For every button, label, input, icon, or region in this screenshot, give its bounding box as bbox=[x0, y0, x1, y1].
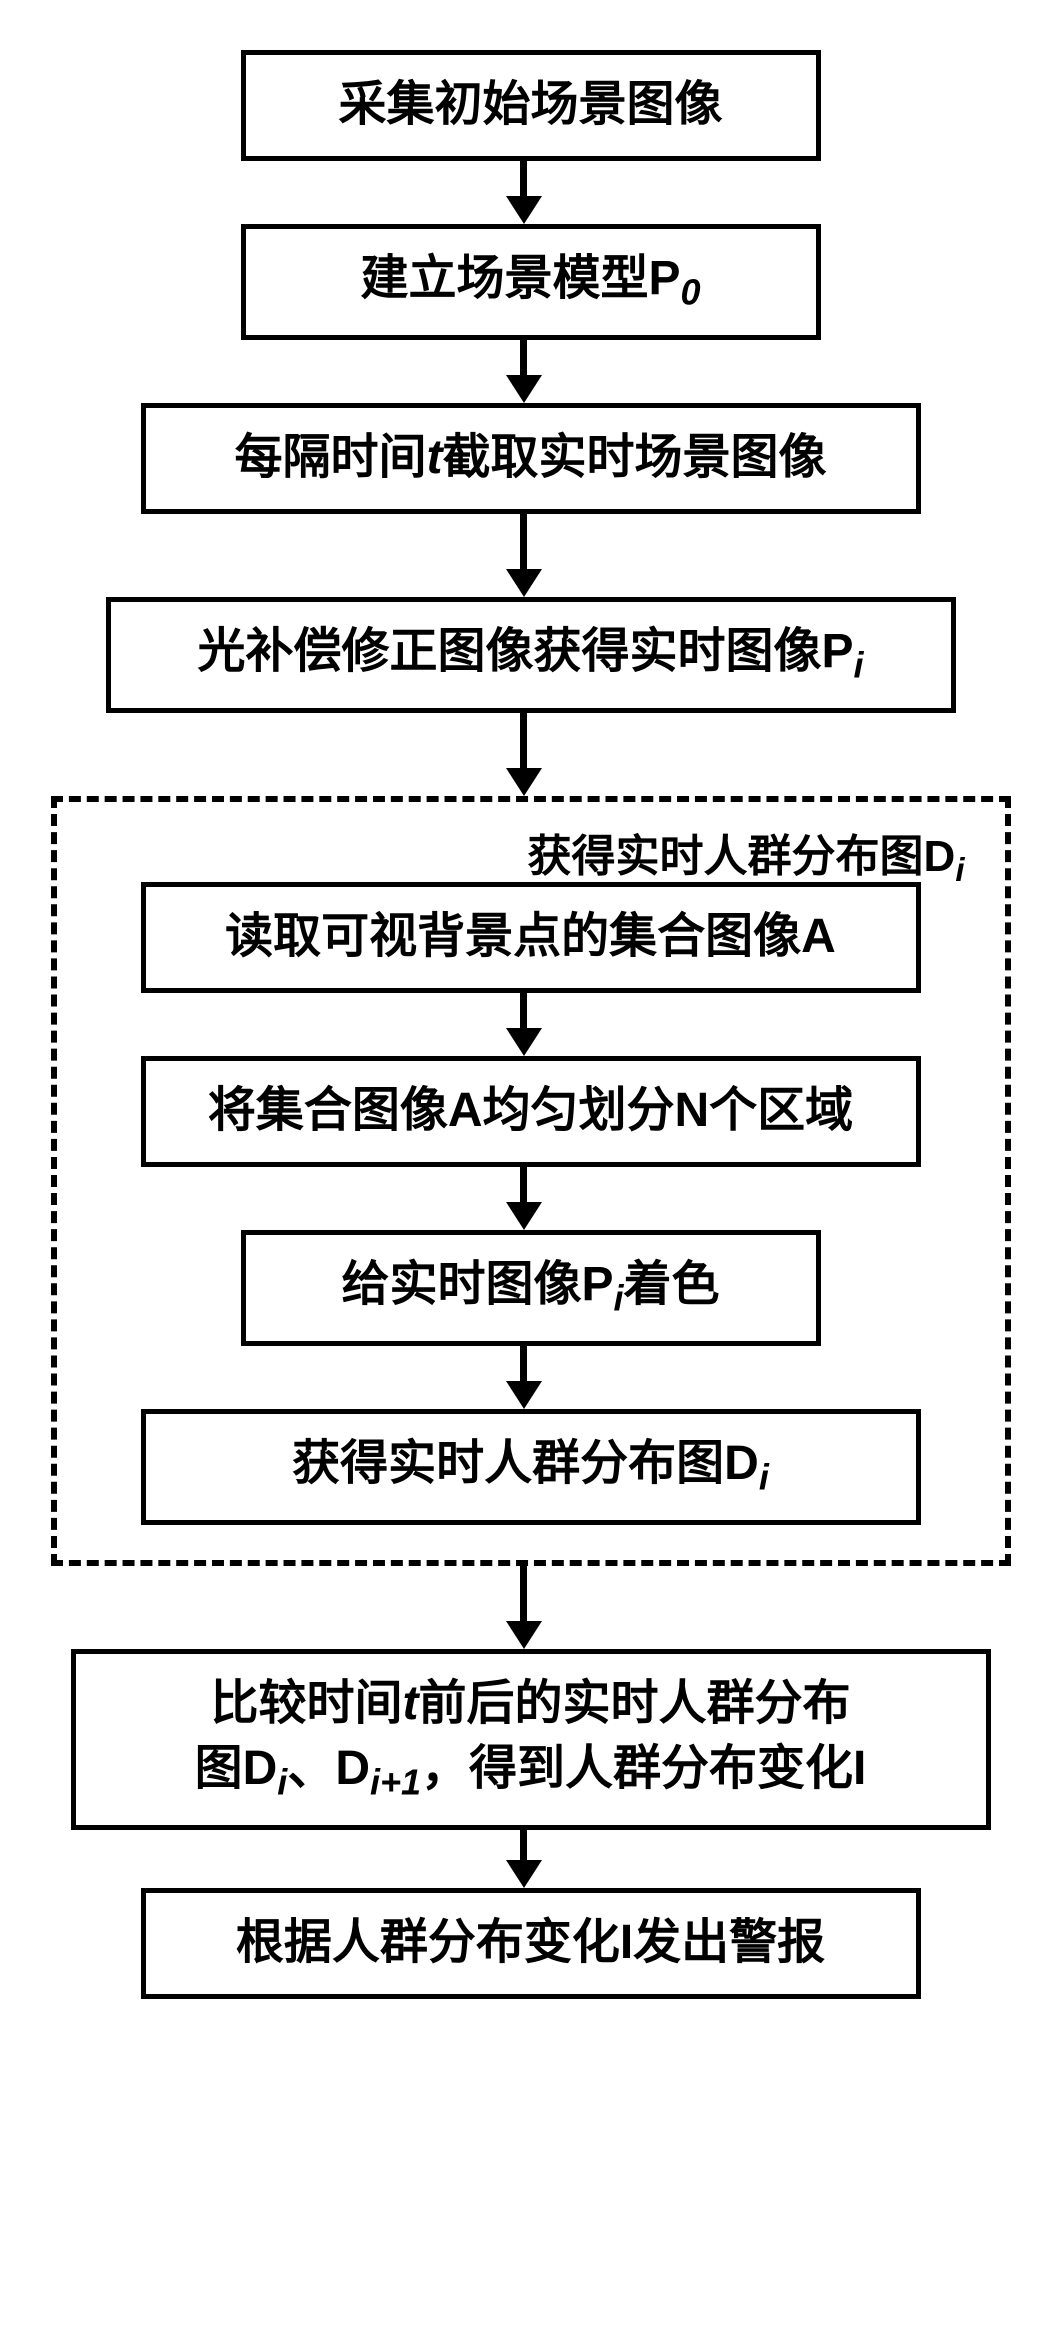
node-alarm: 根据人群分布变化I发出警报 bbox=[141, 1888, 921, 1999]
arrow-line bbox=[520, 993, 527, 1028]
arrow-line bbox=[520, 161, 527, 196]
node-build-model: 建立场景模型P0 bbox=[241, 224, 821, 340]
arrow-head-icon bbox=[506, 1202, 542, 1230]
node-label: 将集合图像A均匀划分N个区域 bbox=[208, 1079, 853, 1144]
arrow-line bbox=[520, 1830, 527, 1860]
node-label: 获得实时人群分布图Di bbox=[292, 1432, 769, 1502]
arrow bbox=[520, 514, 542, 597]
node-capture-interval: 每隔时间t截取实时场景图像 bbox=[141, 403, 921, 514]
node-compare-distribution: 比较时间t前后的实时人群分布图Di、Di+1，得到人群分布变化I bbox=[71, 1649, 991, 1830]
arrow bbox=[520, 1167, 542, 1230]
node-label: 建立场景模型P0 bbox=[360, 247, 700, 317]
node-light-compensation: 光补偿修正图像获得实时图像Pi bbox=[106, 597, 956, 713]
node-read-background: 读取可视背景点的集合图像A bbox=[141, 882, 921, 993]
arrow-line bbox=[520, 1566, 527, 1621]
arrow-line bbox=[520, 1346, 527, 1381]
node-divide-regions: 将集合图像A均匀划分N个区域 bbox=[141, 1056, 921, 1167]
node-label: 光补偿修正图像获得实时图像Pi bbox=[197, 620, 863, 690]
node-label: 根据人群分布变化I发出警报 bbox=[236, 1911, 825, 1976]
arrow-line bbox=[520, 514, 527, 569]
node-collect-initial: 采集初始场景图像 bbox=[241, 50, 821, 161]
arrow-head-icon bbox=[506, 1860, 542, 1888]
arrow-head-icon bbox=[506, 1381, 542, 1409]
arrow-head-icon bbox=[506, 768, 542, 796]
group-label: 获得实时人群分布图Di bbox=[528, 820, 965, 889]
node-label: 每隔时间t截取实时场景图像 bbox=[234, 426, 826, 491]
arrow-head-icon bbox=[506, 375, 542, 403]
node-label: 给实时图像Pi着色 bbox=[341, 1253, 719, 1323]
node-label: 比较时间t前后的实时人群分布图Di、Di+1，得到人群分布变化I bbox=[195, 1672, 867, 1807]
node-label: 读取可视背景点的集合图像A bbox=[225, 905, 836, 970]
arrow-head-icon bbox=[506, 1028, 542, 1056]
flowchart-container: 采集初始场景图像 建立场景模型P0 每隔时间t截取实时场景图像 光补偿修正图像获… bbox=[0, 0, 1061, 1999]
arrow bbox=[520, 713, 542, 796]
dashed-group: 获得实时人群分布图Di 读取可视背景点的集合图像A 将集合图像A均匀划分N个区域… bbox=[51, 796, 1011, 1566]
arrow-line bbox=[520, 340, 527, 375]
node-colorize: 给实时图像Pi着色 bbox=[241, 1230, 821, 1346]
arrow-head-icon bbox=[506, 569, 542, 597]
arrow bbox=[520, 161, 542, 224]
arrow-line bbox=[520, 1167, 527, 1202]
arrow bbox=[520, 993, 542, 1056]
node-get-distribution: 获得实时人群分布图Di bbox=[141, 1409, 921, 1525]
arrow bbox=[520, 1566, 542, 1649]
arrow-head-icon bbox=[506, 196, 542, 224]
node-label: 采集初始场景图像 bbox=[338, 73, 722, 138]
arrow bbox=[520, 1830, 542, 1888]
arrow bbox=[520, 1346, 542, 1409]
arrow-line bbox=[520, 713, 527, 768]
arrow-head-icon bbox=[506, 1621, 542, 1649]
arrow bbox=[520, 340, 542, 403]
